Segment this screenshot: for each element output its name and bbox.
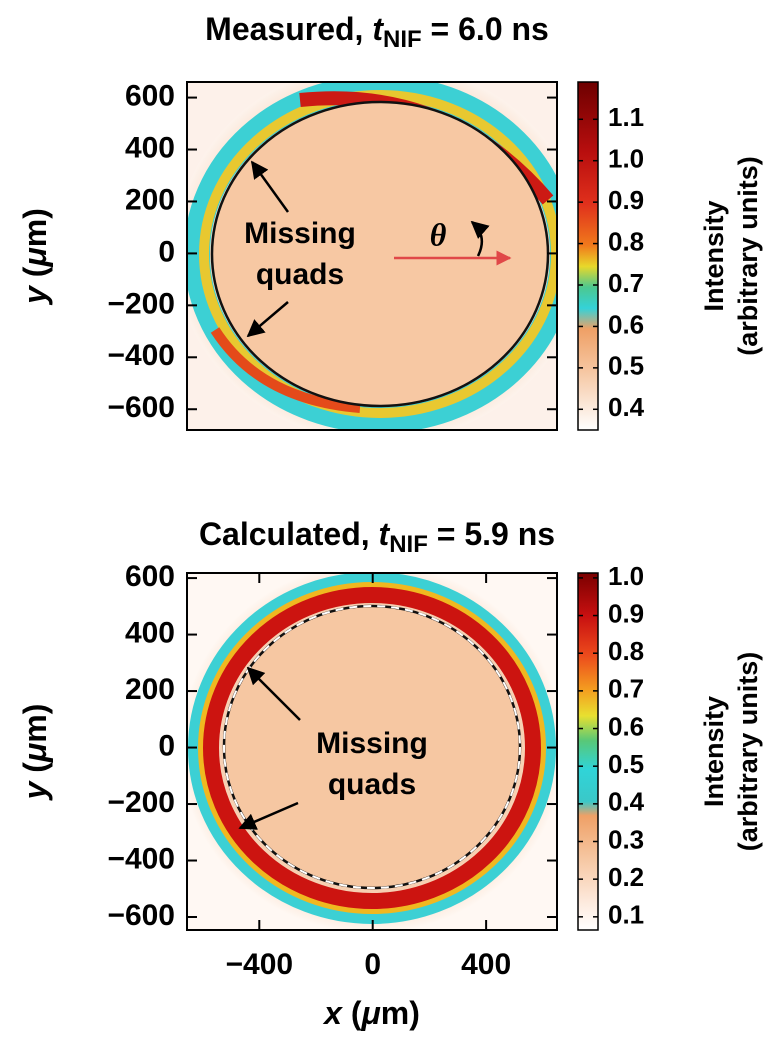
y-tick-label: 0 [158, 235, 175, 268]
y-tick-label: −200 [107, 287, 175, 320]
y-tick-label: −400 [107, 842, 175, 875]
colorbar-tick-label: 0.6 [608, 309, 644, 339]
annotation: Missing [316, 727, 428, 760]
colorbar-tick-label: 0.6 [608, 711, 644, 741]
y-tick-label: 400 [125, 616, 175, 649]
label-part: m) [17, 208, 53, 247]
y-tick-label: 200 [125, 673, 175, 706]
colorbar-tick-label: 0.9 [608, 598, 644, 628]
label-part: μ [360, 995, 380, 1031]
colorbar-label: (arbitrary units) [733, 652, 763, 852]
colorbar-tick-label: 1.0 [608, 561, 644, 591]
label: x (μm) [322, 995, 420, 1031]
y-tick-label: −600 [107, 391, 175, 424]
colorbar-tick-label: 0.5 [608, 351, 644, 381]
label-part: Measured, [205, 11, 372, 47]
colorbar [578, 573, 598, 930]
label: y (μm) [17, 704, 53, 802]
x-tick-label: 0 [364, 948, 381, 981]
colorbar-tick-label: 0.2 [608, 862, 644, 892]
colorbar-tick-label: 0.4 [608, 787, 645, 817]
x-tick-label: −400 [226, 948, 294, 981]
y-tick-label: −600 [107, 899, 175, 932]
y-tick-label: −400 [107, 339, 175, 372]
y-tick-label: −200 [107, 786, 175, 819]
label-part: y [17, 284, 53, 306]
y-tick-label: 400 [125, 131, 175, 164]
label-part: ( [17, 762, 53, 782]
y-tick-label: 0 [158, 729, 175, 762]
label-part: μ [17, 247, 53, 267]
x-tick-label: 400 [461, 948, 511, 981]
colorbar-tick-label: 1.1 [608, 102, 644, 132]
label-part: ( [342, 995, 362, 1031]
annotation: θ [430, 216, 447, 252]
y-tick-label: 200 [125, 183, 175, 216]
label: y (μm) [17, 208, 53, 306]
label-part: y [17, 779, 53, 801]
colorbar-tick-label: 0.5 [608, 749, 644, 779]
annotation: quads [256, 258, 344, 291]
annotation: quads [328, 768, 416, 801]
label-part: Calculated, [199, 516, 379, 552]
colorbar-tick-label: 0.3 [608, 824, 644, 854]
contour [212, 102, 548, 406]
colorbar-tick-label: 0.1 [608, 900, 644, 930]
label-part: ( [17, 266, 53, 286]
colorbar-label: Intensity [699, 200, 729, 311]
colorbar-tick-label: 0.8 [608, 226, 644, 256]
colorbar-tick-label: 1.0 [608, 144, 644, 174]
label-part: NIF [383, 26, 422, 53]
label-part: NIF [389, 531, 428, 558]
colorbar-label: (arbitrary units) [733, 156, 763, 356]
label: Measured, tNIF = 6.0 ns [205, 11, 549, 53]
annotation: Missing [244, 217, 356, 250]
label-part: = 5.9 ns [428, 516, 555, 552]
colorbar-tick-label: 0.4 [608, 392, 645, 422]
y-tick-label: 600 [125, 80, 175, 113]
colorbar-tick-label: 0.8 [608, 636, 644, 666]
page: Missing quads θ Missing quads Measured, … [0, 0, 770, 1044]
colorbar [578, 82, 598, 430]
colorbar-tick-label: 0.7 [608, 268, 644, 298]
heatmap-image [175, 62, 585, 442]
label: Calculated, tNIF = 5.9 ns [199, 516, 555, 558]
colorbar-tick-label: 0.9 [608, 185, 644, 215]
label-part: x [322, 995, 343, 1031]
figure: Missing quads θ Missing quads Measured, … [0, 0, 770, 1044]
colorbar-label: Intensity [699, 696, 729, 807]
label-part: m) [381, 995, 420, 1031]
label-part: = 6.0 ns [422, 11, 549, 47]
colorbar-tick-label: 0.7 [608, 674, 644, 704]
label-part: μ [17, 743, 53, 763]
label-part: m) [17, 704, 53, 743]
y-tick-label: 600 [125, 560, 175, 593]
